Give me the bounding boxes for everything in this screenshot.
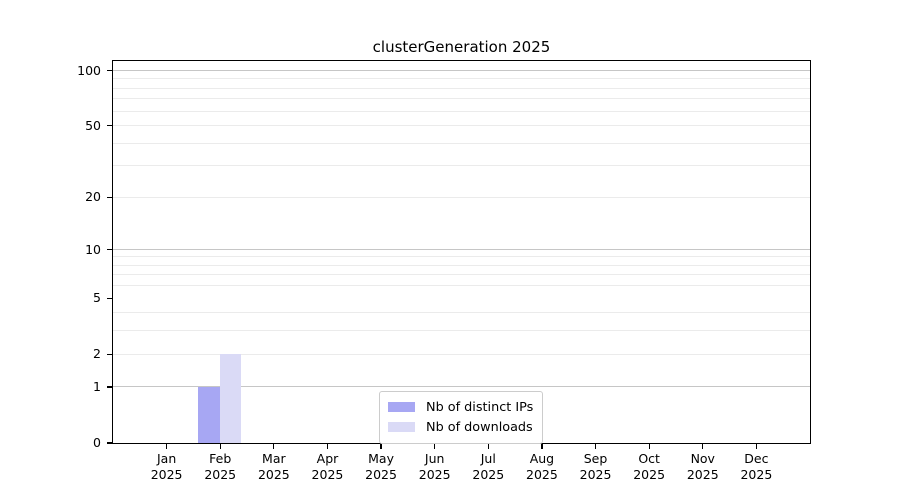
x-tick-mark xyxy=(702,444,704,449)
y-tick-mark xyxy=(106,248,112,251)
y-tick-label: 10 xyxy=(85,241,101,257)
y-tick-label: 5 xyxy=(93,290,101,306)
chart-title: clusterGeneration 2025 xyxy=(372,38,551,56)
y-tick-mark xyxy=(106,386,112,388)
gridline-minor xyxy=(112,78,810,80)
x-tick-label: Apr 2025 xyxy=(311,451,344,482)
legend: Nb of distinct IPs Nb of downloads xyxy=(379,391,544,444)
x-tick-mark xyxy=(219,444,221,449)
gridline-minor xyxy=(112,98,810,100)
gridline-minor xyxy=(112,125,810,127)
x-tick-label: Sep 2025 xyxy=(579,451,612,482)
x-tick-mark xyxy=(273,444,275,449)
legend-item-downloads: Nb of downloads xyxy=(388,417,533,437)
y-tick-mark xyxy=(106,353,112,355)
gridline-minor xyxy=(112,256,810,258)
x-tick-label: Jun 2025 xyxy=(418,451,451,482)
x-tick-mark xyxy=(380,444,382,449)
y-tick-mark xyxy=(106,70,112,72)
gridline-minor xyxy=(112,353,810,355)
x-tick-label: May 2025 xyxy=(365,451,397,482)
gridline-minor xyxy=(112,142,810,144)
x-tick-label: Feb 2025 xyxy=(204,451,237,482)
legend-swatch-distinct-ips-icon xyxy=(388,402,415,412)
x-tick-label: Jan 2025 xyxy=(150,451,183,482)
x-tick-label: Oct 2025 xyxy=(633,451,666,482)
x-tick-mark xyxy=(434,444,436,449)
x-tick-label: Mar 2025 xyxy=(257,451,290,482)
gridline-major xyxy=(112,386,810,388)
x-tick-label: Jul 2025 xyxy=(472,451,505,482)
bar-nb-of-distinct-ips xyxy=(198,386,220,443)
x-tick-mark xyxy=(755,444,757,449)
y-tick-label: 1 xyxy=(93,379,101,395)
gridline-minor xyxy=(112,274,810,276)
y-tick-label: 50 xyxy=(85,117,101,133)
y-tick-label: 100 xyxy=(77,62,101,78)
x-tick-mark xyxy=(541,444,543,449)
gridline-minor xyxy=(112,110,810,112)
x-tick-mark xyxy=(166,444,168,449)
gridline-major xyxy=(112,69,810,71)
gridline-minor xyxy=(112,196,810,198)
plot-area xyxy=(111,59,811,444)
gridline-major xyxy=(112,248,810,250)
y-tick-label: 20 xyxy=(85,189,101,205)
y-tick-label: 0 xyxy=(93,435,101,450)
x-tick-label: Aug 2025 xyxy=(526,451,558,482)
x-tick-mark xyxy=(648,444,650,449)
gridline-minor xyxy=(112,165,810,167)
gridline-minor xyxy=(112,264,810,266)
legend-swatch-downloads-icon xyxy=(388,422,415,432)
x-tick-label: Nov 2025 xyxy=(686,451,719,482)
legend-label-distinct-ips: Nb of distinct IPs xyxy=(426,399,534,415)
gridline-minor xyxy=(112,87,810,89)
x-tick-label: Dec 2025 xyxy=(740,451,773,482)
gridline-minor xyxy=(112,312,810,314)
y-tick-mark xyxy=(106,125,112,127)
gridline-minor xyxy=(112,285,810,287)
y-tick-mark xyxy=(106,297,112,300)
x-tick-mark xyxy=(594,444,597,449)
x-tick-mark xyxy=(487,444,489,449)
y-tick-mark xyxy=(106,196,112,199)
bar-nb-of-downloads xyxy=(219,354,242,443)
legend-item-distinct-ips: Nb of distinct IPs xyxy=(388,397,533,417)
y-tick-label: 2 xyxy=(93,346,101,362)
legend-label-downloads: Nb of downloads xyxy=(426,419,533,435)
gridline-minor xyxy=(112,330,810,332)
y-tick-mark xyxy=(106,442,112,444)
x-tick-mark xyxy=(326,444,329,449)
